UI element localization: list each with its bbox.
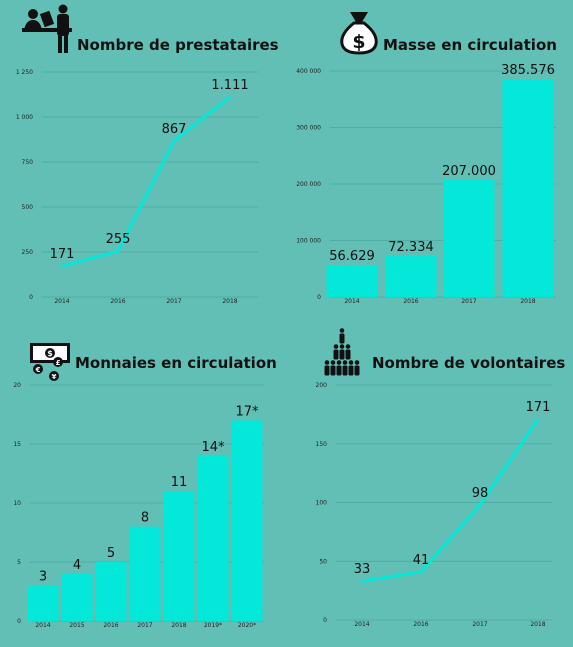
y-tick-label: 1 000 [16,114,33,121]
y-tick-label: 150 [316,441,328,448]
data-label: 11 [171,475,188,490]
data-label: 8 [141,511,149,526]
bar [197,455,229,621]
x-tick-label: 2016 [110,298,125,305]
y-tick-label: 0 [323,617,327,624]
data-label: 207.000 [442,164,496,179]
x-tick-label: 2014 [354,621,369,628]
bar [95,562,127,621]
series-line [361,418,540,583]
data-label: 255 [106,232,131,247]
y-tick-label: 500 [22,204,34,211]
data-label: 14* [201,440,225,455]
x-tick-label: 2014 [35,622,50,629]
y-tick-label: 1 250 [16,69,33,76]
svg-text:$: $ [352,31,365,53]
bar [129,526,161,621]
bar [326,265,378,297]
x-tick-label: 2019* [204,622,222,629]
bar [163,491,195,621]
svg-text:¥: ¥ [52,373,57,381]
y-tick-label: 0 [29,294,33,301]
data-label: 171 [50,247,75,262]
x-tick-label: 2018 [520,298,535,305]
bar [231,420,263,621]
svg-text:€: € [35,366,41,374]
data-label: 171 [526,400,551,415]
data-label: 72.334 [388,240,434,255]
data-label: 17* [235,404,259,419]
y-tick-label: 15 [13,441,21,448]
series-line [61,95,231,268]
bar [27,585,59,621]
x-tick-label: 2018 [222,298,237,305]
data-label: 33 [354,562,371,577]
group-people-icon [322,326,362,382]
data-label: 41 [413,553,430,568]
x-tick-label: 2018 [530,621,545,628]
bar [61,573,93,621]
y-tick-label: 750 [22,159,34,166]
y-tick-label: 100 000 [296,238,321,245]
bar [385,256,437,297]
y-tick-label: 0 [17,618,21,625]
bar [443,180,495,297]
x-tick-label: 2018 [171,622,186,629]
x-tick-label: 2017 [461,298,476,305]
panel-title: Masse en circulation [383,36,557,54]
y-tick-label: 200 [316,382,328,389]
svg-text:$: $ [47,349,53,358]
data-label: 867 [162,122,187,137]
banknote-coins-icon: $ € £ ¥ [28,341,74,387]
y-tick-label: 50 [319,558,327,565]
y-tick-label: 250 [22,249,34,256]
y-tick-label: 100 [316,500,328,507]
panel-title: Nombre de prestataires [77,36,279,54]
y-tick-label: 0 [317,294,321,301]
reception-desk-icon [20,4,76,58]
data-label: 5 [107,546,115,561]
y-tick-label: 10 [13,500,21,507]
y-tick-label: 5 [17,559,21,566]
x-tick-label: 2016 [413,621,428,628]
x-tick-label: 2017 [472,621,487,628]
data-label: 98 [472,486,489,501]
x-tick-label: 2014 [54,298,69,305]
panel-title: Nombre de volontaires [372,354,566,372]
x-tick-label: 2015 [69,622,84,629]
x-tick-label: 2017 [137,622,152,629]
x-tick-label: 2017 [166,298,181,305]
svg-text:£: £ [56,359,61,367]
bar [502,79,554,297]
x-tick-label: 2020* [238,622,256,629]
y-tick-label: 20 [13,382,21,389]
data-label: 385.576 [501,63,555,78]
data-label: 1.111 [211,78,248,93]
y-tick-label: 200 000 [296,181,321,188]
x-tick-label: 2016 [403,298,418,305]
x-tick-label: 2014 [344,298,359,305]
x-tick-label: 2016 [103,622,118,629]
data-label: 4 [73,558,81,573]
y-tick-label: 300 000 [296,125,321,132]
money-bag-icon: $ [338,8,380,60]
data-label: 56.629 [329,249,375,264]
panel-title: Monnaies en circulation [75,354,277,372]
y-tick-label: 400 000 [296,68,321,75]
data-label: 3 [39,570,47,585]
